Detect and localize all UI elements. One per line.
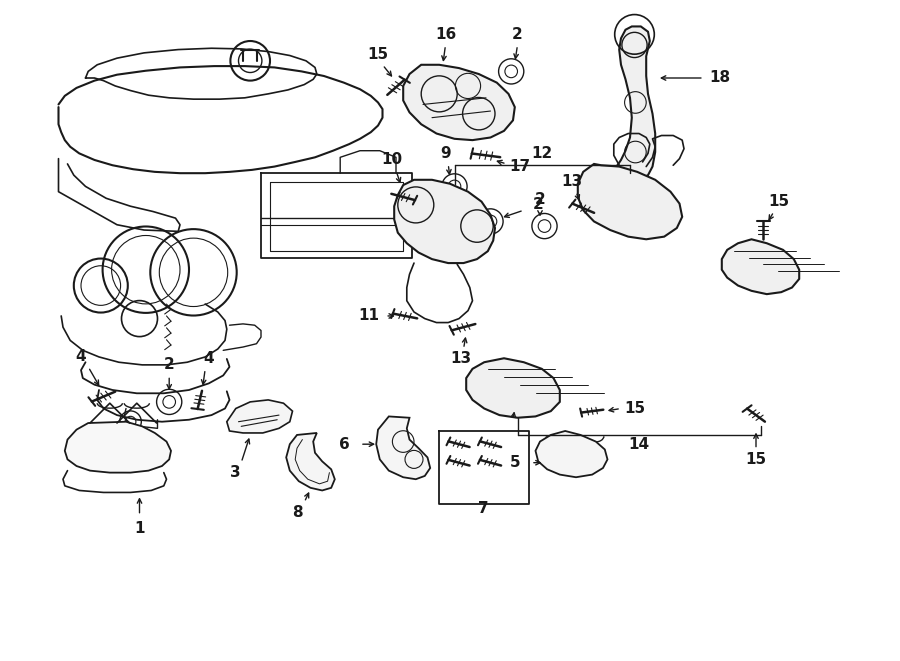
Polygon shape — [614, 26, 655, 180]
Text: 7: 7 — [478, 502, 489, 516]
Text: 2: 2 — [164, 358, 175, 372]
Text: 4: 4 — [203, 351, 214, 366]
Text: 2: 2 — [533, 198, 544, 212]
Text: 13: 13 — [561, 175, 582, 189]
Text: 1: 1 — [134, 522, 145, 536]
Polygon shape — [466, 358, 560, 418]
Circle shape — [157, 389, 182, 414]
Text: 15: 15 — [367, 47, 389, 61]
Polygon shape — [286, 433, 335, 490]
Text: 2: 2 — [512, 27, 523, 42]
Text: 8: 8 — [292, 505, 302, 520]
Text: 13: 13 — [450, 351, 472, 366]
Polygon shape — [394, 180, 495, 263]
Text: 15: 15 — [745, 452, 767, 467]
Circle shape — [120, 411, 141, 432]
Text: 6: 6 — [339, 437, 350, 451]
Text: 15: 15 — [768, 194, 789, 209]
Circle shape — [478, 209, 503, 234]
Text: 14: 14 — [628, 437, 650, 451]
Text: 11: 11 — [358, 309, 380, 323]
Polygon shape — [403, 65, 515, 140]
Polygon shape — [578, 164, 682, 239]
Text: 5: 5 — [509, 455, 520, 470]
Circle shape — [125, 416, 136, 427]
Polygon shape — [376, 416, 430, 479]
Circle shape — [442, 174, 467, 199]
Circle shape — [484, 215, 497, 228]
Text: 18: 18 — [709, 71, 731, 85]
Circle shape — [532, 214, 557, 239]
Text: 2: 2 — [535, 192, 545, 207]
Text: 12: 12 — [531, 146, 553, 161]
Polygon shape — [227, 400, 292, 433]
Text: 9: 9 — [440, 146, 451, 161]
Circle shape — [163, 395, 176, 408]
Text: 3: 3 — [230, 465, 241, 480]
Circle shape — [448, 180, 461, 193]
Circle shape — [538, 219, 551, 233]
Polygon shape — [536, 431, 608, 477]
Text: 17: 17 — [509, 159, 531, 174]
Circle shape — [499, 59, 524, 84]
Text: 4: 4 — [76, 350, 86, 364]
Polygon shape — [65, 422, 171, 473]
Text: 10: 10 — [381, 153, 402, 167]
Text: 16: 16 — [435, 27, 456, 42]
Circle shape — [505, 65, 518, 78]
Polygon shape — [722, 239, 799, 294]
Text: 15: 15 — [624, 401, 645, 416]
